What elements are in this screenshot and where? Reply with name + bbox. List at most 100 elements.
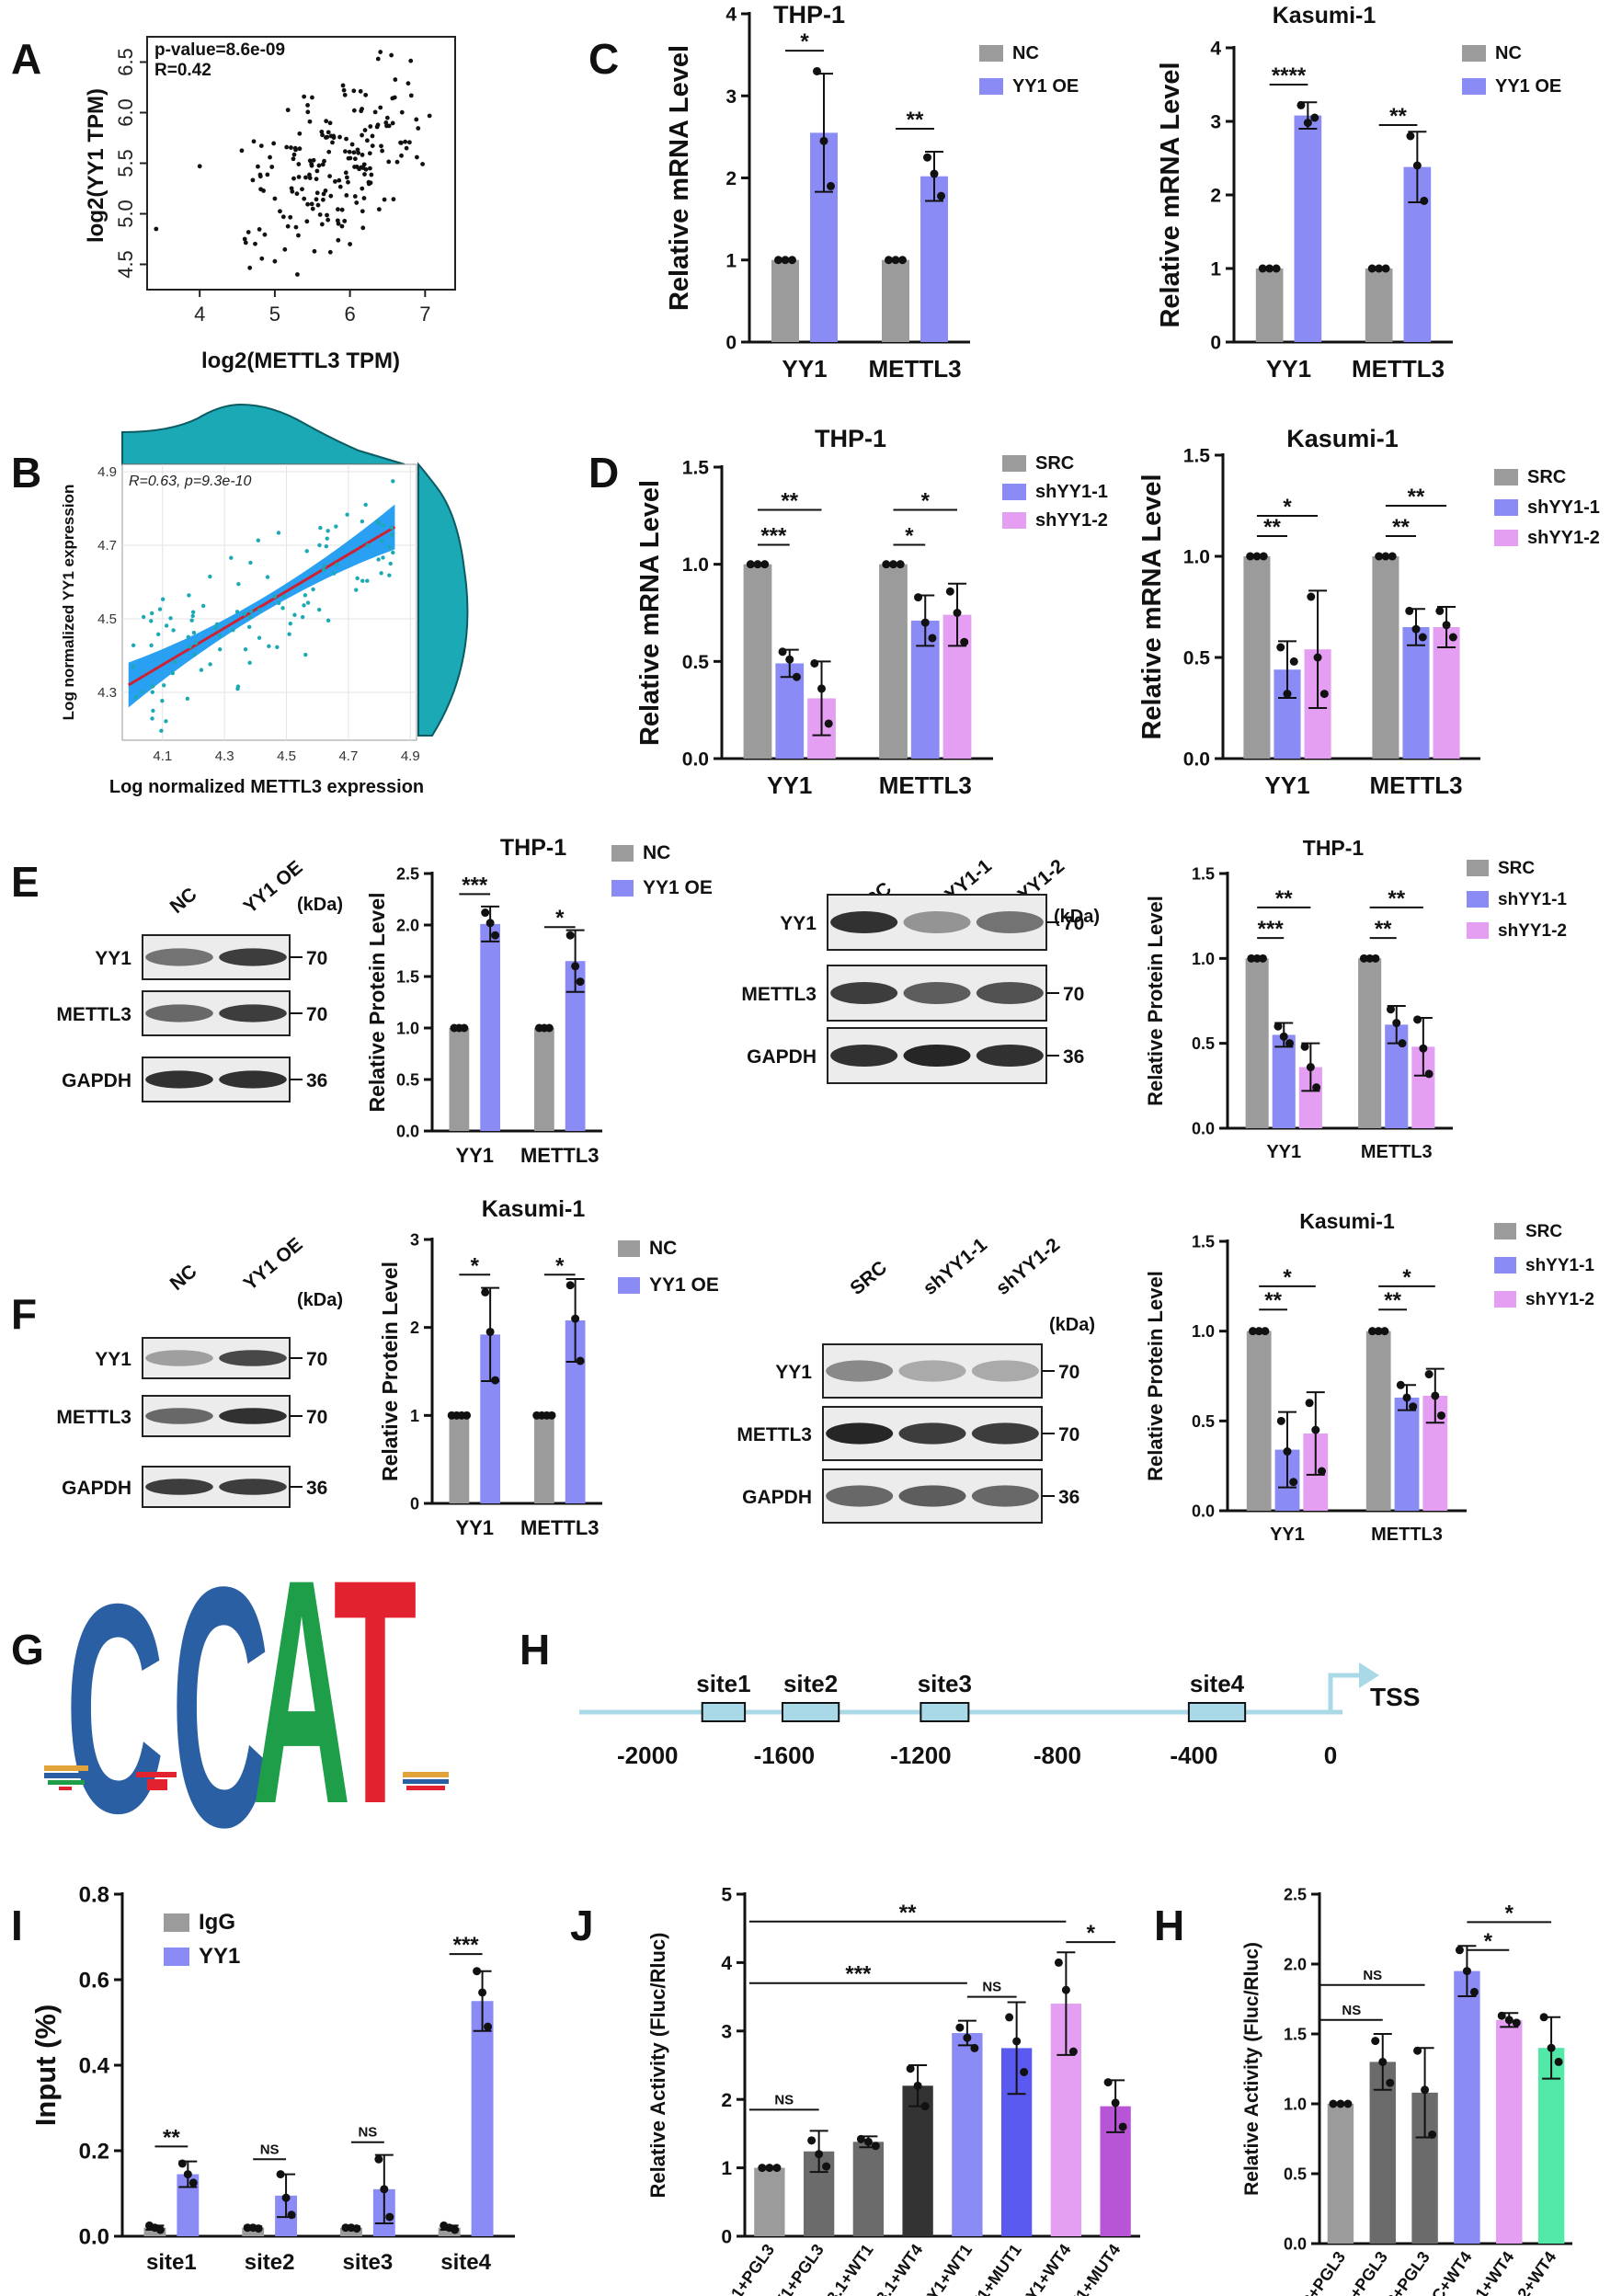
data-point xyxy=(1318,1467,1326,1476)
scatter-point xyxy=(280,606,285,611)
chart-title: Kasumi-1 xyxy=(1286,425,1399,452)
y-tick-label: 1.0 xyxy=(1183,547,1210,568)
legend-label: shYY1-1 xyxy=(1035,482,1108,502)
data-point xyxy=(863,2137,873,2146)
axis-tick-label: -1200 xyxy=(890,1742,952,1769)
legend-label: shYY1-1 xyxy=(1498,890,1567,909)
y-tick-label: 1.5 xyxy=(396,967,419,986)
data-point xyxy=(1303,119,1312,128)
scatter-point xyxy=(236,582,241,587)
y-tick-label: 0 xyxy=(725,333,737,354)
protein-band xyxy=(830,911,898,933)
bar xyxy=(1537,2048,1565,2244)
data-point xyxy=(891,256,900,265)
bar xyxy=(1245,958,1269,1128)
scatter-b-ticks: 4.1 4.3 4.5 4.7 4.9 4.3 4.5 4.7 4.9 xyxy=(97,464,420,764)
data-point xyxy=(815,2150,824,2159)
data-point xyxy=(1310,113,1319,122)
significance-label: ** xyxy=(1388,886,1405,911)
scatter-point xyxy=(208,574,212,579)
legend-swatch xyxy=(1494,469,1518,485)
data-point xyxy=(1311,1425,1320,1434)
significance-label: NS xyxy=(260,2142,280,2157)
chart-title: THP-1 xyxy=(815,425,886,452)
data-point xyxy=(1539,2013,1548,2022)
scatter-point xyxy=(381,523,386,528)
data-point xyxy=(1254,1327,1263,1336)
scatter-point xyxy=(389,525,394,530)
scatter-point xyxy=(250,177,256,183)
category-label: YY1 xyxy=(1264,771,1309,799)
scatter-point xyxy=(376,207,382,212)
data-point xyxy=(485,1327,495,1336)
bar-chart-d-thp1: 0.0 0.5 1.0 1.5 Relative mRNA Level THP-1 YY1 M… xyxy=(635,425,1108,799)
scatter-point xyxy=(291,156,296,162)
scatter-point xyxy=(382,197,387,202)
scatter-point xyxy=(259,256,265,261)
scatter-point xyxy=(218,647,223,652)
data-point xyxy=(374,2154,383,2164)
scatter-point xyxy=(379,571,383,576)
protein-band xyxy=(971,1485,1039,1507)
scatter-point xyxy=(337,134,342,140)
data-point xyxy=(1424,1069,1434,1079)
scatter-point xyxy=(354,200,360,205)
scatter-b-xlabel: Log normalized METTL3 expression xyxy=(109,777,424,797)
data-point xyxy=(1381,264,1390,273)
y-tick-label: 2.0 xyxy=(1284,1955,1307,1973)
bar xyxy=(771,259,799,342)
mw-label: 36 xyxy=(306,1478,327,1499)
significance-label: **** xyxy=(1272,63,1307,88)
legend-label: IgG xyxy=(199,1910,235,1935)
protein-band xyxy=(976,1045,1044,1067)
scatter-point xyxy=(355,576,360,581)
protein-band xyxy=(219,1004,287,1022)
scatter-point xyxy=(361,162,367,167)
scatter-point xyxy=(315,202,321,208)
data-point xyxy=(1442,621,1451,630)
protein-band xyxy=(976,911,1044,933)
protein-band xyxy=(145,1479,213,1495)
scatter-point xyxy=(363,92,369,97)
scatter-point xyxy=(243,240,248,246)
data-point xyxy=(788,256,796,265)
x-tick-label: 6 xyxy=(344,303,355,326)
significance-label: ** xyxy=(1384,1288,1401,1313)
y-tick-label: 6.0 xyxy=(114,98,137,127)
legend-label: shYY1-1 xyxy=(1525,1256,1594,1275)
data-point xyxy=(1305,1399,1314,1408)
scatter-point xyxy=(294,191,300,197)
bar xyxy=(952,2033,983,2236)
data-point xyxy=(1061,1985,1070,1994)
mw-label: 70 xyxy=(1063,984,1084,1005)
scatter-point xyxy=(360,578,365,583)
data-point xyxy=(1283,1447,1292,1456)
scatter-a-pvalue: p-value=8.6e-09 xyxy=(154,40,285,60)
protein-band xyxy=(826,1360,894,1382)
scatter-point xyxy=(351,88,357,94)
data-point xyxy=(953,609,962,617)
significance-label: * xyxy=(1087,1921,1096,1946)
y-axis-title: Relative mRNA Level xyxy=(635,480,665,746)
scatter-point xyxy=(370,133,375,139)
scatter-point xyxy=(333,178,337,184)
scatter-point xyxy=(362,128,368,132)
y-tick-label: 3 xyxy=(1210,112,1221,133)
scatter-point xyxy=(134,694,139,700)
y-tick-label: 1.0 xyxy=(1192,950,1215,968)
data-point xyxy=(807,2136,817,2145)
data-point xyxy=(896,560,905,569)
legend-label: YY1 OE xyxy=(643,877,713,898)
scatter-point xyxy=(276,531,281,535)
protein-band xyxy=(826,1485,894,1507)
scatter-point xyxy=(285,223,291,229)
chart-title: THP-1 xyxy=(773,1,845,29)
legend-swatch xyxy=(618,1240,640,1257)
y-tick-label: 2 xyxy=(410,1319,419,1337)
data-point xyxy=(885,256,893,265)
site-box xyxy=(701,1702,747,1722)
data-point xyxy=(817,684,827,693)
protein-band xyxy=(830,1045,898,1067)
data-point xyxy=(970,2043,979,2052)
scatter-point xyxy=(256,164,260,169)
